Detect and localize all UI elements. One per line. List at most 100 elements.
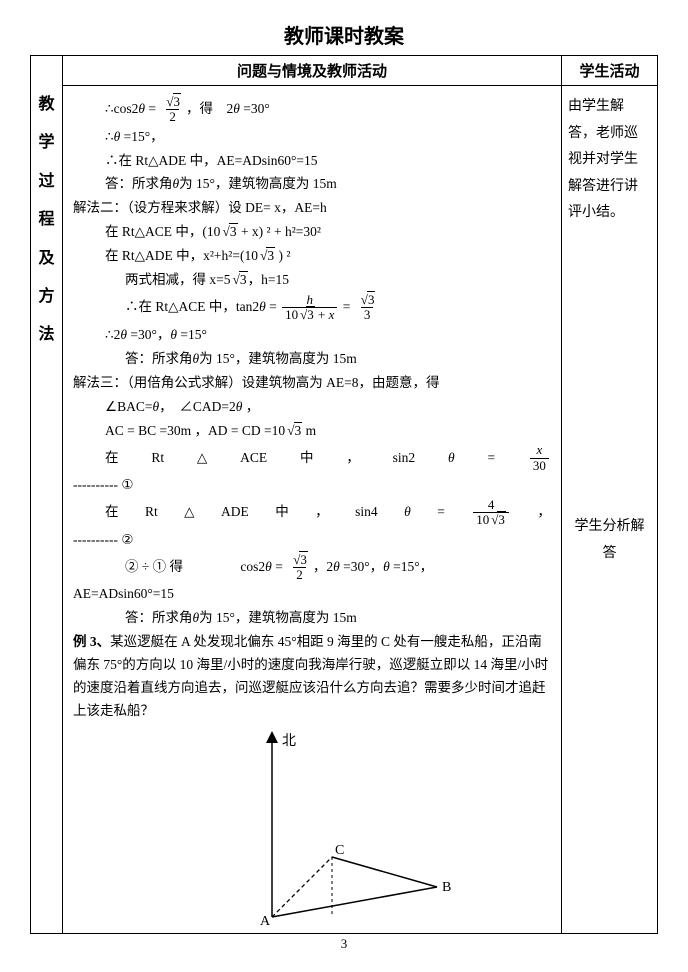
fraction: 3 2: [288, 553, 311, 583]
text: =15°: [177, 327, 207, 342]
compass-diagram: 北 A C B: [162, 727, 462, 927]
side-char: 及: [38, 240, 54, 278]
text: + x) ² + h²=30²: [238, 224, 321, 239]
radicand: 3: [173, 93, 182, 109]
label-b: B: [442, 880, 451, 895]
side-char: 学: [38, 124, 54, 162]
text: =15°，: [390, 558, 433, 573]
math-line: ② ÷ ① 得 cos2θ = 3 2 ，2θ =30°，θ =15°，: [73, 553, 551, 583]
theta: θ: [404, 504, 411, 519]
numerator: x: [537, 442, 543, 457]
math-line: 在 Rt△ACE 中，(103 + x) ² + h²=30²: [73, 221, 551, 244]
text: =: [272, 558, 286, 573]
text: 为 15°，建筑物高度为 15m: [199, 610, 357, 625]
answer-line: 答：所求角θ为 15°，建筑物高度为 15m: [73, 607, 551, 630]
denominator: 30: [530, 458, 549, 473]
side-label-cell: 教 学 过 程 及 方 法: [31, 56, 63, 934]
example-label: 例 3、: [73, 634, 110, 649]
text: Rt: [145, 501, 158, 524]
text: 答：所求角: [125, 610, 193, 625]
text: 10: [476, 512, 489, 527]
text: =: [339, 299, 353, 314]
fraction: 4 10 3: [473, 498, 509, 528]
text: ∴2: [105, 327, 120, 342]
example-text: 某巡逻艇在 A 处发现北偏东 45°相距 9 海里的 C 处有一艘走私船，正沿南…: [73, 634, 548, 718]
math-line: ∴cos2θ = 3 2 ，得 2θ =30°: [73, 95, 551, 125]
eqn-marker: ---------- ①: [73, 474, 551, 497]
text: ，: [346, 447, 360, 470]
fraction: 3 3: [356, 293, 379, 323]
answer-line: 答：所求角θ为 15°，建筑物高度为 15m: [73, 173, 551, 196]
text: ，2: [313, 558, 333, 573]
theta: θ: [120, 327, 127, 342]
text: ∠BAC=: [105, 399, 152, 414]
activity-cell: 由学生解答，老师巡视并对学生解答进行讲评小结。 学生分析解答: [562, 86, 658, 934]
text: =: [437, 501, 445, 524]
side-label-text: 教 学 过 程 及 方 法: [31, 56, 62, 385]
math-line: 两式相减，得 x=5 3，h=15: [73, 269, 551, 292]
method2-title: 解法二：（设方程来求解）设 DE= x，AE=h: [73, 197, 551, 220]
theta: θ: [383, 558, 390, 573]
header-content: 问题与情境及教师活动: [63, 56, 562, 86]
activity-text-2: 学生分析解答: [568, 514, 651, 567]
side-char: 教: [38, 86, 54, 124]
text: ，h=15: [248, 272, 289, 287]
math-line-spread: 在 Rt △ ACE 中 ， sin2 θ = x 30: [73, 443, 551, 473]
radicand: 3: [367, 291, 376, 307]
method3-title: 解法三：（用倍角公式求解）设建筑物高为 AE=8，由题意，得: [73, 372, 551, 395]
text: =15°，: [120, 129, 163, 144]
text: 中: [300, 447, 314, 470]
text: ∴: [105, 129, 114, 144]
math-line: AE=ADsin60°=15: [73, 583, 551, 606]
text: ADE: [221, 501, 249, 524]
text: =30°，: [340, 558, 383, 573]
page-number: 3: [30, 936, 658, 952]
fraction: h 103 + x: [282, 293, 337, 323]
text: m: [302, 423, 316, 438]
text: 中: [275, 501, 289, 524]
text: ， ∠CAD=2: [159, 399, 236, 414]
text: ，: [242, 399, 259, 414]
label-c: C: [335, 843, 344, 858]
radicand: 3: [266, 247, 275, 263]
text: 为 15°，建筑物高度为 15m: [199, 351, 357, 366]
text: 两式相减，得 x=5: [125, 272, 231, 287]
text: ACE: [240, 447, 267, 470]
radicand: 3: [294, 422, 303, 438]
text: 答：所求角: [105, 176, 173, 191]
text: ∴cos2: [105, 101, 138, 116]
math-line: 在 Rt△ADE 中，x²+h²=(103 ) ²: [73, 245, 551, 268]
text: ，: [315, 501, 329, 524]
radicand: 3: [497, 511, 506, 527]
theta: θ: [233, 101, 240, 116]
text: =: [145, 101, 159, 116]
eqn-marker: ---------- ②: [73, 529, 551, 552]
text: Rt: [151, 447, 164, 470]
text: =: [487, 447, 495, 470]
side-char: 方: [38, 278, 54, 316]
fraction: 3 2: [161, 95, 184, 125]
example3: 例 3、某巡逻艇在 A 处发现北偏东 45°相距 9 海里的 C 处有一艘走私船…: [73, 631, 551, 723]
text: △: [197, 447, 207, 470]
text: ，得 2: [186, 101, 233, 116]
text: =30°，: [127, 327, 170, 342]
text: cos2: [240, 558, 265, 573]
side-char: 过: [38, 163, 54, 201]
page-title: 教师课时教案: [30, 20, 658, 49]
fraction: x 30: [530, 443, 549, 473]
text: sin2: [393, 450, 416, 465]
text: 在: [105, 447, 119, 470]
text: 在: [105, 501, 119, 524]
theta: θ: [259, 299, 266, 314]
numerator: 4: [485, 498, 498, 512]
text: sin4: [355, 504, 378, 519]
text: =: [266, 299, 280, 314]
radicand: 3: [299, 551, 308, 567]
theta: θ: [333, 558, 340, 573]
text: ) ²: [275, 248, 290, 263]
text: ∴在 Rt△ACE 中，tan2: [125, 299, 259, 314]
radicand: 3: [239, 271, 248, 287]
label-a: A: [260, 914, 271, 927]
content-cell: ∴cos2θ = 3 2 ，得 2θ =30° ∴θ =15°， ∴在 Rt△A…: [63, 86, 562, 934]
text: AC = BC =30m ，AD = CD =10: [105, 423, 285, 438]
